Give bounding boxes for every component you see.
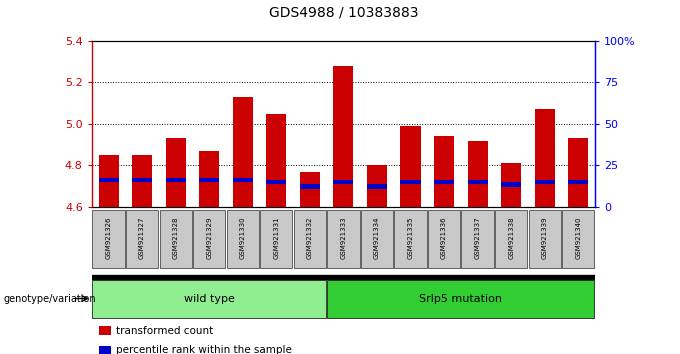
Bar (327, 280, 594, 318)
Text: wild type: wild type (184, 293, 235, 303)
FancyBboxPatch shape (562, 210, 594, 268)
FancyBboxPatch shape (193, 210, 225, 268)
Bar (199, 151, 219, 207)
Bar (267, 114, 286, 207)
Bar (333, 66, 354, 207)
Text: GDS4988 / 10383883: GDS4988 / 10383883 (269, 5, 418, 19)
Bar (367, 166, 387, 207)
Bar (501, 182, 521, 187)
FancyBboxPatch shape (361, 210, 393, 268)
FancyBboxPatch shape (226, 210, 259, 268)
Bar (99, 155, 118, 207)
Bar (166, 138, 186, 207)
Text: percentile rank within the sample: percentile rank within the sample (116, 346, 292, 354)
Text: GSM921330: GSM921330 (240, 216, 245, 259)
Text: GSM921327: GSM921327 (139, 216, 145, 259)
Bar (333, 180, 354, 184)
FancyBboxPatch shape (294, 210, 326, 268)
FancyBboxPatch shape (528, 210, 561, 268)
FancyBboxPatch shape (327, 210, 360, 268)
Bar (233, 178, 253, 182)
Text: Srlp5 mutation: Srlp5 mutation (420, 293, 503, 303)
Text: GSM921340: GSM921340 (575, 216, 581, 259)
Bar (434, 136, 454, 207)
FancyBboxPatch shape (428, 210, 460, 268)
Bar (401, 126, 420, 207)
Text: GSM921338: GSM921338 (508, 216, 514, 259)
Text: GSM921339: GSM921339 (542, 216, 547, 259)
Bar (434, 180, 454, 184)
Text: GSM921336: GSM921336 (441, 216, 447, 259)
Text: GSM921333: GSM921333 (341, 216, 346, 259)
Bar (92, 275, 595, 279)
Bar (534, 109, 555, 207)
Text: GSM921332: GSM921332 (307, 216, 313, 259)
Text: genotype/variation: genotype/variation (3, 293, 96, 303)
Bar (267, 180, 286, 184)
FancyBboxPatch shape (495, 210, 527, 268)
FancyBboxPatch shape (462, 210, 494, 268)
FancyBboxPatch shape (92, 210, 124, 268)
Text: GSM921337: GSM921337 (475, 216, 481, 259)
Text: transformed count: transformed count (116, 326, 213, 336)
Text: GSM921335: GSM921335 (407, 216, 413, 259)
Bar (300, 172, 320, 207)
Bar (166, 178, 186, 182)
FancyBboxPatch shape (126, 210, 158, 268)
Bar (233, 97, 253, 207)
Text: GSM921331: GSM921331 (273, 216, 279, 259)
Bar (99, 178, 118, 182)
Text: GSM921328: GSM921328 (173, 216, 179, 259)
Bar (99, 346, 111, 354)
Text: GSM921329: GSM921329 (206, 216, 212, 259)
Bar (132, 155, 152, 207)
Text: GSM921334: GSM921334 (374, 216, 380, 259)
Bar (401, 180, 420, 184)
Text: GSM921326: GSM921326 (105, 216, 112, 259)
Bar (501, 164, 521, 207)
Bar (367, 184, 387, 189)
Bar (92, 280, 326, 318)
Bar (568, 138, 588, 207)
Bar (468, 180, 488, 184)
Bar (568, 180, 588, 184)
FancyBboxPatch shape (260, 210, 292, 268)
FancyBboxPatch shape (160, 210, 192, 268)
Bar (534, 180, 555, 184)
Bar (99, 326, 111, 335)
Bar (468, 141, 488, 207)
Bar (300, 184, 320, 189)
Bar (199, 178, 219, 182)
FancyBboxPatch shape (394, 210, 426, 268)
Bar (132, 178, 152, 182)
